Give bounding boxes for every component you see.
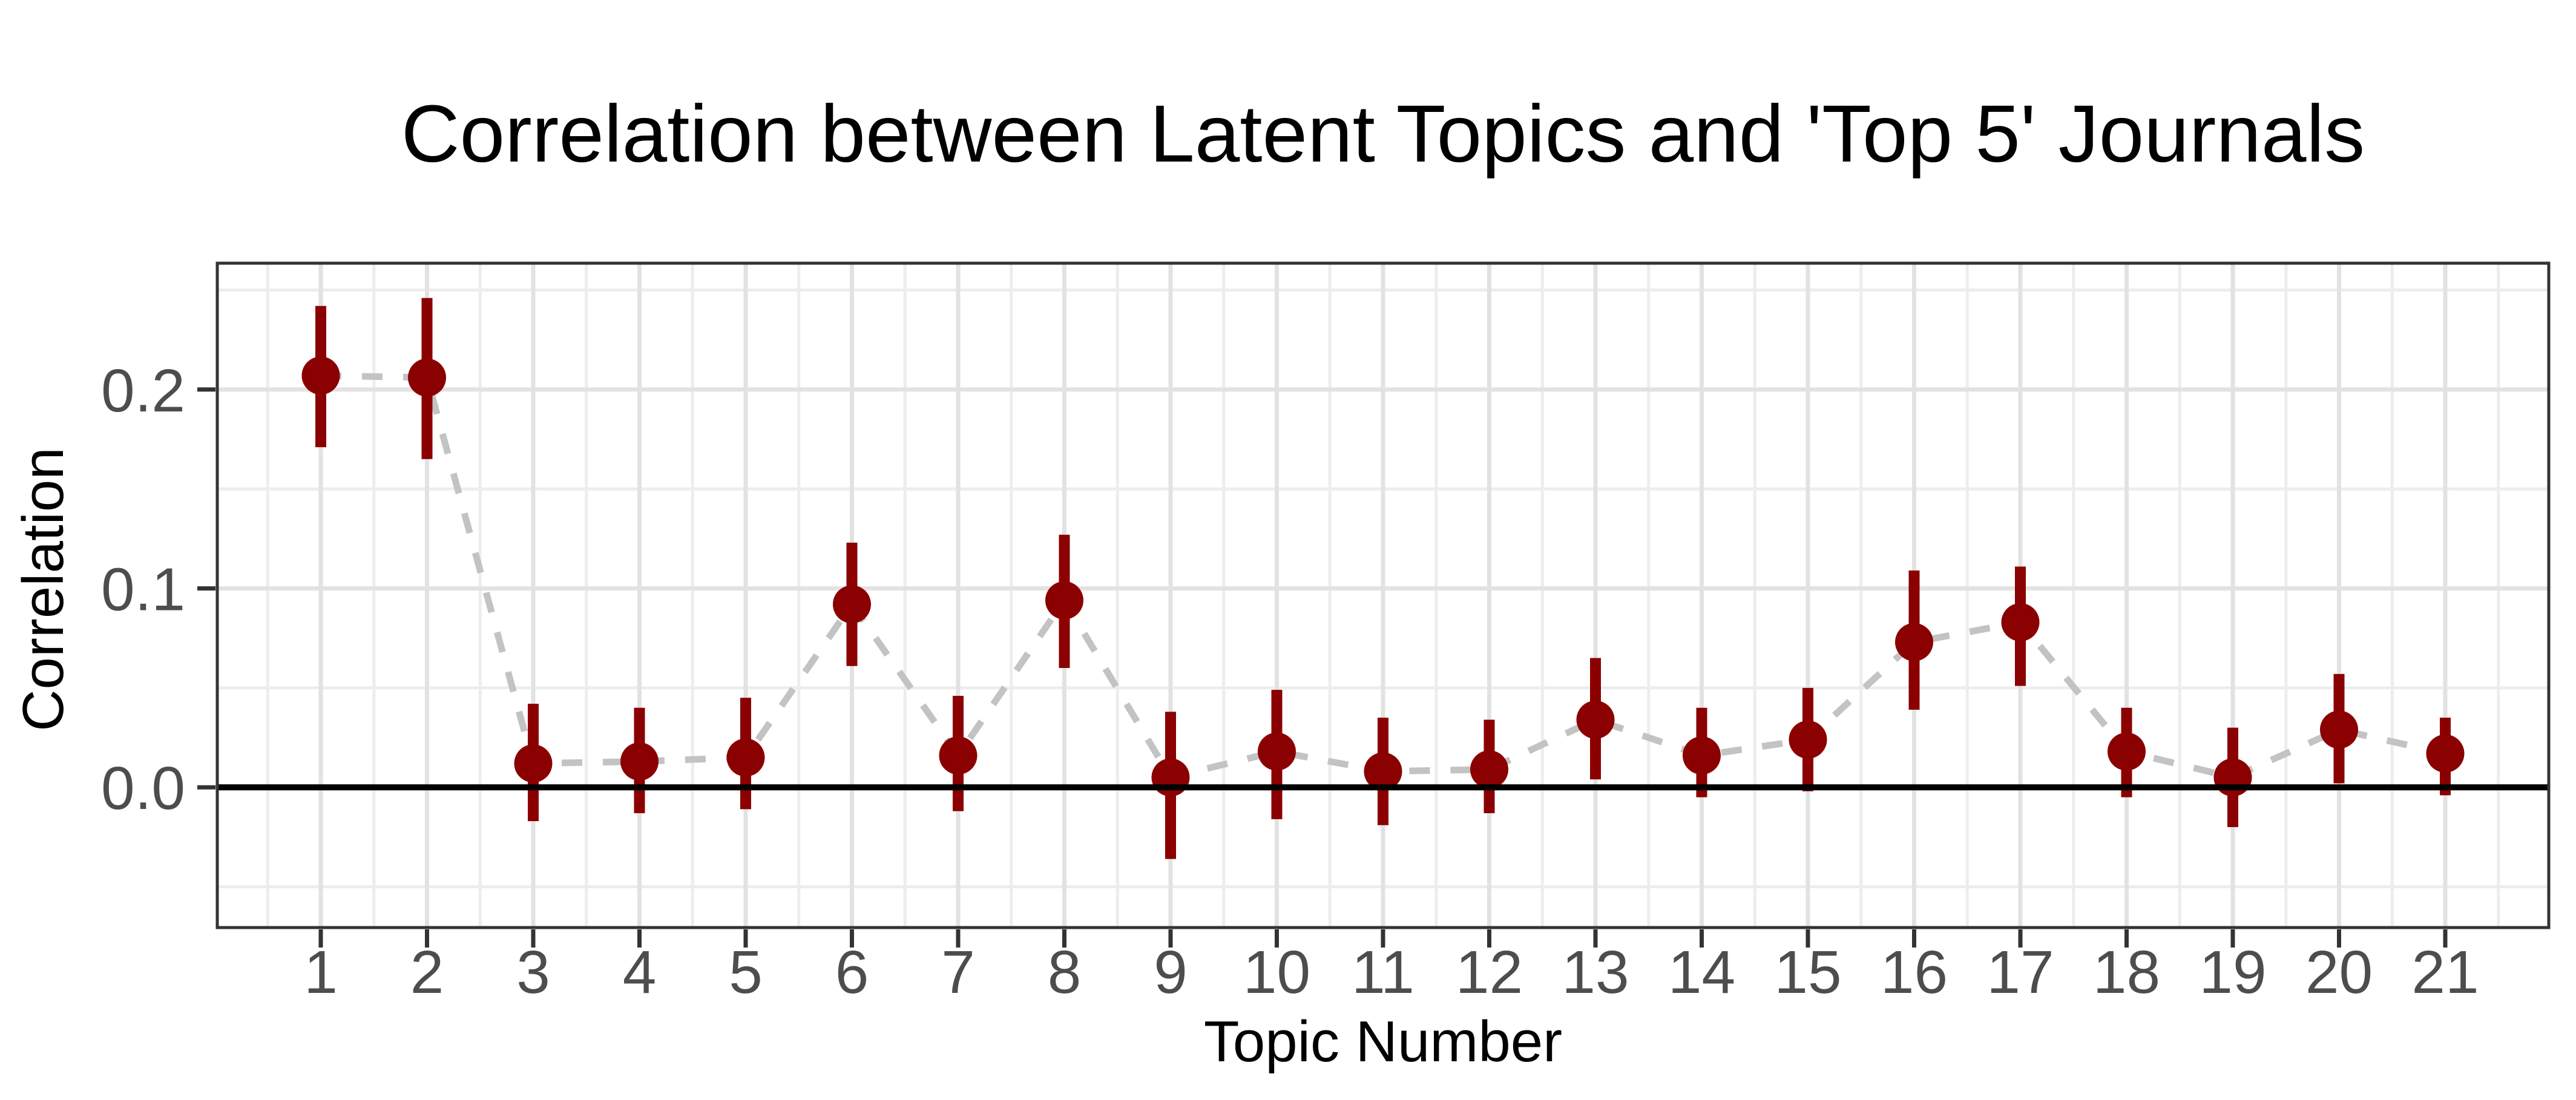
x-tick-label: 18	[2093, 938, 2160, 1006]
x-tick-label: 11	[1352, 938, 1414, 1006]
x-tick-label: 13	[1562, 938, 1629, 1006]
data-point	[1470, 750, 1508, 789]
data-point	[2426, 734, 2465, 773]
x-tick-label: 12	[1456, 938, 1523, 1006]
y-axis-title: Correlation	[11, 447, 76, 732]
x-tick-label: 4	[623, 938, 657, 1006]
plot-panel	[215, 261, 2551, 929]
data-point	[1151, 758, 1190, 797]
x-axis-title: Topic Number	[1204, 1009, 1562, 1074]
data-point	[2108, 732, 2146, 771]
x-tick-label: 6	[835, 938, 869, 1006]
data-point	[1258, 732, 1296, 771]
x-tick-label: 21	[2411, 938, 2479, 1006]
x-tick-label: 5	[729, 938, 763, 1006]
x-tick-label: 14	[1668, 938, 1735, 1006]
data-point	[1576, 700, 1615, 739]
data-point	[2213, 758, 2252, 797]
data-point	[2320, 710, 2358, 749]
x-tick-label: 20	[2305, 938, 2373, 1006]
x-tick-label: 19	[2199, 938, 2266, 1006]
data-point	[1895, 623, 1933, 661]
data-point	[514, 744, 553, 783]
x-tick-label: 15	[1774, 938, 1841, 1006]
panel-border	[215, 261, 2551, 929]
x-tick-label: 7	[941, 938, 975, 1006]
data-point	[1364, 752, 1402, 791]
data-point	[408, 358, 446, 397]
data-point	[1789, 720, 1827, 759]
plot-title: Correlation between Latent Topics and 'T…	[401, 89, 2365, 179]
data-point	[833, 585, 871, 624]
data-point	[620, 742, 659, 781]
data-point	[301, 356, 340, 395]
x-tick-label: 17	[1986, 938, 2054, 1006]
data-point	[1683, 736, 1721, 775]
data-point	[1045, 581, 1083, 620]
x-tick-label: 3	[516, 938, 550, 1006]
data-point	[939, 736, 978, 775]
x-tick-label: 9	[1154, 938, 1188, 1006]
y-tick-label: 0.1	[101, 555, 185, 623]
x-tick-label: 16	[1881, 938, 1948, 1006]
data-point	[726, 738, 765, 777]
x-tick-label: 10	[1243, 938, 1310, 1006]
y-tick-label: 0.0	[101, 755, 185, 822]
x-tick-label: 2	[410, 938, 444, 1006]
axis-layer: 1 2 3 4 5 6 7 8 9 10 11 12 13 14 15 16 17 18 19 20 210.00.10…	[101, 357, 2479, 1006]
y-tick-label: 0.2	[101, 357, 185, 425]
x-tick-label: 8	[1048, 938, 1082, 1006]
data-point	[2001, 603, 2040, 641]
x-tick-label: 1	[304, 938, 338, 1006]
